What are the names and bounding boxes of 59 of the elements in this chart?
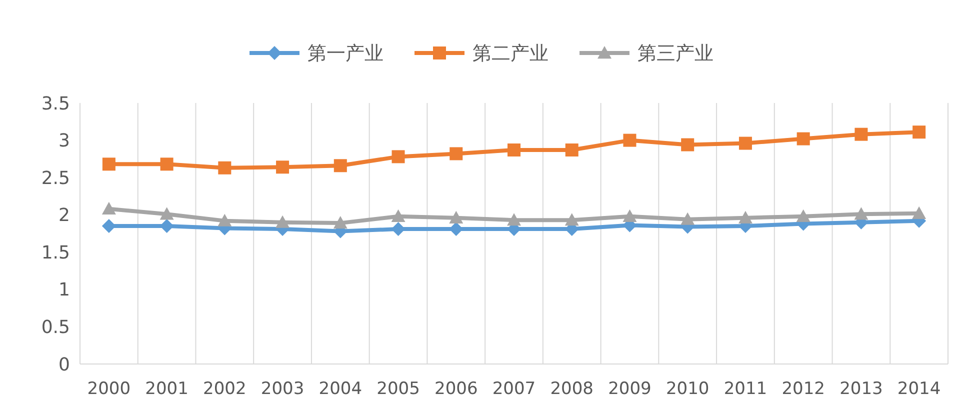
- point: [508, 143, 520, 156]
- point: [218, 214, 232, 226]
- x-tick-label: 2014: [897, 379, 941, 399]
- point: [160, 207, 174, 220]
- x-tick-label: 2003: [260, 379, 304, 399]
- point: [450, 147, 463, 160]
- legend-label: 第二产业: [472, 42, 548, 65]
- point: [334, 159, 347, 172]
- point: [680, 212, 695, 225]
- point: [796, 132, 810, 146]
- x-tick-label: 2004: [318, 379, 362, 399]
- y-tick-label: 2.5: [41, 168, 70, 189]
- point: [392, 150, 405, 164]
- x-tick-label: 2010: [666, 379, 710, 399]
- point: [333, 216, 348, 229]
- point: [854, 207, 868, 220]
- y-tick-label: 3: [58, 130, 70, 152]
- point: [565, 143, 578, 156]
- point: [102, 158, 116, 171]
- point: [160, 158, 174, 171]
- x-tick-label: 2007: [492, 379, 536, 399]
- y-tick-label: 0.5: [41, 317, 70, 338]
- x-tick-label: 2011: [724, 379, 768, 399]
- x-tick-label: 2009: [608, 379, 652, 399]
- x-tick-label: 2012: [782, 379, 825, 399]
- point: [738, 210, 752, 224]
- point: [912, 206, 926, 219]
- point: [796, 209, 810, 222]
- point: [276, 215, 290, 228]
- point: [564, 213, 579, 226]
- x-tick-label: 2002: [203, 379, 246, 399]
- point: [218, 161, 232, 174]
- x-tick-label: 2005: [376, 379, 420, 399]
- point: [449, 210, 464, 224]
- point: [102, 219, 116, 234]
- point: [912, 126, 926, 139]
- point: [276, 160, 290, 174]
- legend-label: 第一产业: [308, 42, 384, 65]
- point: [854, 128, 868, 141]
- x-tick-label: 2013: [840, 379, 883, 399]
- x-tick-label: 2000: [87, 379, 131, 399]
- legend-label: 第三产业: [638, 42, 714, 65]
- point: [391, 222, 406, 236]
- point: [623, 134, 636, 147]
- y-tick-label: 2: [58, 205, 70, 226]
- y-tick-label: 1: [58, 280, 70, 301]
- point: [622, 209, 637, 222]
- y-tick-label: 1.5: [41, 242, 70, 264]
- point: [507, 213, 521, 226]
- y-tick-label: 0: [58, 354, 70, 376]
- x-tick-label: 2001: [145, 379, 188, 399]
- point: [102, 202, 116, 214]
- point: [681, 138, 694, 152]
- y-tick-label: 3.5: [41, 93, 70, 114]
- point: [391, 209, 406, 222]
- x-tick-label: 2006: [434, 379, 478, 399]
- point: [738, 136, 752, 150]
- x-tick-label: 2008: [550, 379, 594, 399]
- point: [160, 219, 174, 234]
